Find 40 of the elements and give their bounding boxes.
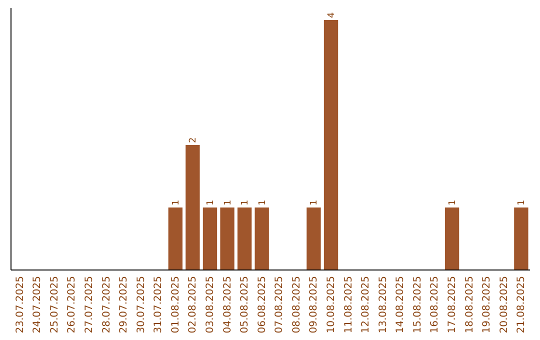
- data-label: 4: [327, 12, 338, 18]
- data-label: 1: [517, 200, 528, 206]
- x-tick-label: 07.08.2025: [274, 276, 286, 334]
- x-tick-label: 10.08.2025: [326, 276, 338, 334]
- x-tick-label: 09.08.2025: [308, 276, 320, 334]
- x-tick-label: 12.08.2025: [360, 276, 372, 334]
- x-tick-label: 13.08.2025: [378, 276, 389, 334]
- x-tick-label: 08.08.2025: [291, 276, 302, 334]
- x-tick-label: 02.08.2025: [188, 276, 199, 334]
- x-tick-label: 05.08.2025: [240, 276, 251, 334]
- x-tick-label: 18.08.2025: [464, 276, 476, 334]
- x-tick-label: 29.07.2025: [118, 276, 130, 334]
- x-tick-label: 23.07.2025: [14, 276, 26, 334]
- data-label: 1: [258, 200, 268, 206]
- data-label: 1: [240, 200, 251, 206]
- x-tick-label: 01.08.2025: [170, 276, 182, 334]
- data-label: 1: [223, 200, 234, 206]
- x-tick-label: 19.08.2025: [482, 276, 493, 334]
- x-tick-label: 16.08.2025: [430, 276, 441, 334]
- data-label: 1: [448, 200, 458, 206]
- data-label: 1: [206, 200, 216, 206]
- x-tick-label: 06.08.2025: [256, 276, 268, 334]
- x-tick-label: 26.07.2025: [66, 276, 78, 334]
- data-label: 1: [171, 200, 182, 206]
- x-tick-label: 03.08.2025: [204, 276, 216, 334]
- data-label: 1: [310, 200, 320, 206]
- x-tick-label: 21.08.2025: [516, 276, 528, 334]
- x-tick-label: 25.07.2025: [49, 276, 60, 334]
- x-tick-label: 31.07.2025: [153, 276, 164, 334]
- x-tick-label: 27.07.2025: [84, 276, 95, 334]
- x-tick-label: 30.07.2025: [136, 276, 147, 334]
- x-tick-label: 17.08.2025: [447, 276, 458, 334]
- x-tick-label: 15.08.2025: [412, 276, 424, 334]
- data-label: 2: [188, 137, 199, 143]
- x-tick-label: 11.08.2025: [343, 276, 354, 334]
- x-tick-label: 20.08.2025: [498, 276, 510, 334]
- x-tick-label: 28.07.2025: [101, 276, 112, 334]
- x-tick-label: 24.07.2025: [32, 276, 44, 334]
- x-tick-label: 04.08.2025: [222, 276, 234, 334]
- x-tick-label: 14.08.2025: [395, 276, 406, 334]
